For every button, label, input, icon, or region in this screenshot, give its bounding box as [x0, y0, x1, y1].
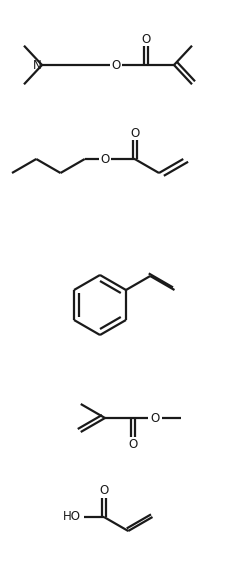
Text: O: O — [112, 58, 120, 71]
Text: O: O — [150, 412, 160, 425]
Text: N: N — [33, 58, 42, 71]
Text: O: O — [100, 153, 109, 165]
Text: O: O — [142, 33, 150, 45]
Text: O: O — [128, 438, 138, 450]
Text: O: O — [100, 485, 108, 498]
Text: HO: HO — [63, 511, 81, 523]
Text: O: O — [130, 126, 139, 140]
